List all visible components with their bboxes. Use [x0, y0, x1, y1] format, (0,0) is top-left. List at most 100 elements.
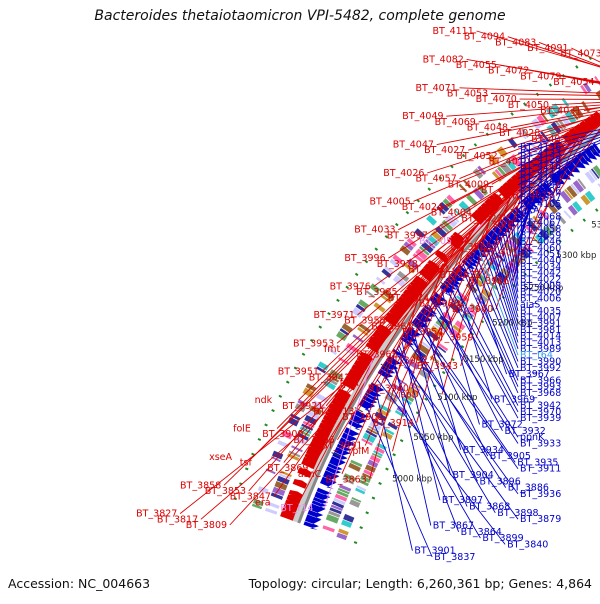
cog-feature-bar-reverse	[596, 170, 600, 173]
forward-gene-label: tpiA	[340, 378, 359, 389]
forward-gene-label: asnC	[298, 469, 322, 480]
cog-feature-bar-reverse-2	[456, 328, 458, 330]
accession-label: Accession: NC_004663	[8, 576, 150, 591]
cog-feature-bar-forward	[364, 327, 366, 330]
scale-label: 5000 kbp	[392, 474, 432, 484]
cog-feature-bar-reverse-2	[381, 445, 383, 448]
cog-feature-bar-forward-2	[564, 102, 566, 104]
cog-feature-bar-reverse-2	[348, 516, 350, 521]
forward-gene-label: BT_r05	[419, 236, 452, 247]
cog-feature-bar-forward-2	[320, 369, 321, 371]
cog-feature-bar-reverse	[570, 190, 574, 193]
cog-feature-bar-reverse-2	[368, 471, 369, 474]
cog-feature-bar-reverse	[340, 496, 341, 499]
forward-gene-label: surE	[493, 219, 514, 230]
reverse-gene-label: BT_3837	[434, 552, 475, 563]
reverse-gene-label: BT_3939	[520, 413, 561, 424]
cog-feature-bar-reverse-2	[343, 530, 344, 533]
cog-feature-bar-reverse	[581, 183, 583, 184]
forward-gene-label: BT_3960	[452, 304, 493, 315]
cog-feature-bar-forward-2	[544, 117, 546, 118]
cog-feature-bar-reverse	[384, 407, 386, 410]
cog-feature-bar-reverse	[343, 490, 344, 492]
cog-feature-bar-forward-2	[385, 272, 388, 275]
reverse-gene-label: BT_3879	[520, 514, 561, 525]
topology-label: Topology: circular; Length: 6,260,361 bp…	[249, 576, 592, 591]
cog-feature-bar-forward-2	[360, 307, 362, 310]
cog-feature-bar-forward-2	[430, 218, 434, 222]
scale-label: 5300 kbp	[556, 251, 596, 261]
forward-gene-label: era	[255, 497, 271, 508]
cog-feature-bar-reverse	[328, 527, 329, 530]
forward-gene-label: rplM	[349, 446, 370, 457]
forward-gene-label: BT_3914	[373, 418, 414, 429]
forward-gene-label: ispD	[398, 389, 419, 400]
cog-feature-bar-reverse	[574, 188, 576, 190]
cog-feature-bar-forward-2	[344, 331, 346, 333]
reverse-gene-label: BT_3936	[520, 489, 561, 500]
cog-feature-bar-forward-2	[511, 142, 515, 145]
forward-gene-label: BT_3986	[468, 276, 509, 287]
cog-feature-bar-forward	[561, 123, 563, 125]
cog-feature-bar-forward	[273, 504, 274, 507]
cog-feature-bar-forward-2	[500, 150, 505, 154]
label-connector	[410, 331, 478, 481]
cog-feature-bar-reverse	[422, 347, 425, 352]
scale-label: 5150 kbp	[464, 355, 504, 365]
cog-feature-bar-reverse	[331, 516, 333, 521]
reverse-gene-label: BT_3911	[520, 464, 561, 475]
cog-feature-bar-forward-2	[583, 89, 585, 91]
forward-gene-label: BT_3959	[432, 333, 473, 344]
cog-feature-bar-forward	[271, 510, 272, 513]
forward-gene-label: BT_4012	[483, 247, 524, 258]
cog-feature-bar-reverse-2	[441, 349, 442, 350]
cog-feature-bar-forward-2	[282, 442, 284, 446]
cog-feature-bar-reverse-2	[443, 346, 444, 348]
cog-feature-bar-forward	[328, 383, 330, 387]
forward-gene-label: BT_3809	[186, 520, 227, 531]
cog-feature-bar-reverse-2	[389, 431, 390, 433]
forward-gene-label: BT_4073	[560, 49, 600, 60]
cog-feature-bar-reverse-2	[361, 487, 362, 489]
cog-feature-bar-forward	[321, 396, 323, 400]
cog-feature-bar-reverse-2	[370, 466, 372, 470]
cog-feature-bar-reverse	[342, 493, 343, 496]
cog-feature-bar-reverse	[345, 487, 346, 490]
cog-feature-bar-forward	[470, 199, 473, 202]
cog-feature-bar-forward	[496, 176, 498, 178]
cog-feature-bar-forward	[276, 495, 277, 498]
forward-gene-label: tsf	[240, 458, 253, 469]
cog-feature-bar-reverse-2	[346, 522, 348, 527]
cog-feature-bar-reverse	[354, 465, 356, 469]
cog-feature-bar-reverse	[334, 513, 335, 516]
cog-feature-bar-forward	[444, 227, 446, 229]
scale-label: 5050 kbp	[413, 433, 453, 443]
cog-feature-bar-forward	[477, 192, 481, 196]
cog-feature-bar-reverse	[336, 507, 337, 509]
forward-gene-label: BT_3943	[417, 361, 458, 372]
label-connector	[397, 348, 495, 513]
cog-feature-bar-reverse-2	[575, 205, 579, 208]
cog-feature-bar-reverse	[592, 175, 594, 176]
cog-feature-bar-reverse	[595, 173, 596, 174]
cog-feature-bar-reverse-2	[567, 214, 568, 215]
cog-feature-bar-reverse	[426, 345, 427, 347]
cog-feature-bar-reverse	[335, 510, 336, 513]
label-connector	[552, 101, 600, 105]
cog-feature-bar-reverse	[372, 431, 373, 433]
cog-feature-bar-forward	[499, 174, 501, 176]
reverse-gene-label: BT_3933	[520, 439, 561, 450]
cog-feature-bar-reverse-2	[354, 501, 356, 506]
cog-feature-bar-reverse-2	[571, 209, 575, 212]
cog-feature-bar-forward-2	[450, 198, 453, 201]
cog-feature-bar-forward	[285, 476, 286, 478]
cog-feature-bar-reverse	[339, 500, 340, 503]
forward-gene-label: ndk	[255, 395, 273, 406]
forward-gene-label: fmt	[324, 344, 341, 355]
cog-feature-bar-forward-2	[362, 302, 365, 306]
scale-label: 5100 kbp	[437, 393, 477, 403]
cog-feature-bar-reverse	[577, 185, 581, 188]
